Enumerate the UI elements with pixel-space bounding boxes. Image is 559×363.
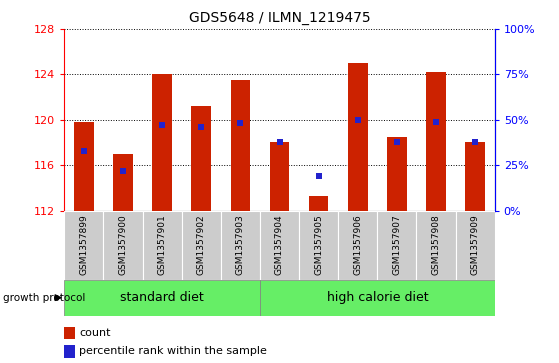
Bar [348, 63, 368, 211]
Bar [64, 345, 75, 358]
Text: GSM1357901: GSM1357901 [158, 215, 167, 276]
Bar [143, 211, 182, 280]
Text: GSM1357909: GSM1357909 [471, 215, 480, 276]
Text: GSM1357899: GSM1357899 [79, 215, 88, 276]
Bar [377, 211, 416, 280]
Text: count: count [79, 328, 111, 338]
Text: GSM1357902: GSM1357902 [197, 215, 206, 276]
Bar [192, 106, 211, 211]
Text: GSM1357904: GSM1357904 [275, 215, 284, 276]
Bar [427, 72, 446, 211]
Bar [64, 327, 75, 339]
Title: GDS5648 / ILMN_1219475: GDS5648 / ILMN_1219475 [189, 11, 370, 25]
Bar [260, 280, 495, 316]
Text: GSM1357903: GSM1357903 [236, 215, 245, 276]
Bar [152, 74, 172, 211]
Bar [103, 211, 143, 280]
Bar [64, 211, 103, 280]
Bar [299, 211, 338, 280]
Text: growth protocol: growth protocol [3, 293, 85, 303]
Bar [338, 211, 377, 280]
Bar [466, 142, 485, 211]
Text: GSM1357907: GSM1357907 [392, 215, 401, 276]
Bar [74, 122, 93, 211]
Bar [309, 196, 329, 211]
Bar [270, 142, 290, 211]
Bar [231, 80, 250, 211]
Bar [182, 211, 221, 280]
Bar [221, 211, 260, 280]
Text: GSM1357908: GSM1357908 [432, 215, 440, 276]
Text: high calorie diet: high calorie diet [326, 291, 428, 304]
Bar [387, 137, 407, 211]
Bar [416, 211, 456, 280]
Text: percentile rank within the sample: percentile rank within the sample [79, 346, 267, 356]
Bar [64, 280, 260, 316]
Bar [260, 211, 299, 280]
Text: GSM1357900: GSM1357900 [119, 215, 127, 276]
Bar [456, 211, 495, 280]
Text: standard diet: standard diet [120, 291, 204, 304]
Bar [113, 154, 133, 211]
Text: GSM1357905: GSM1357905 [314, 215, 323, 276]
Text: GSM1357906: GSM1357906 [353, 215, 362, 276]
